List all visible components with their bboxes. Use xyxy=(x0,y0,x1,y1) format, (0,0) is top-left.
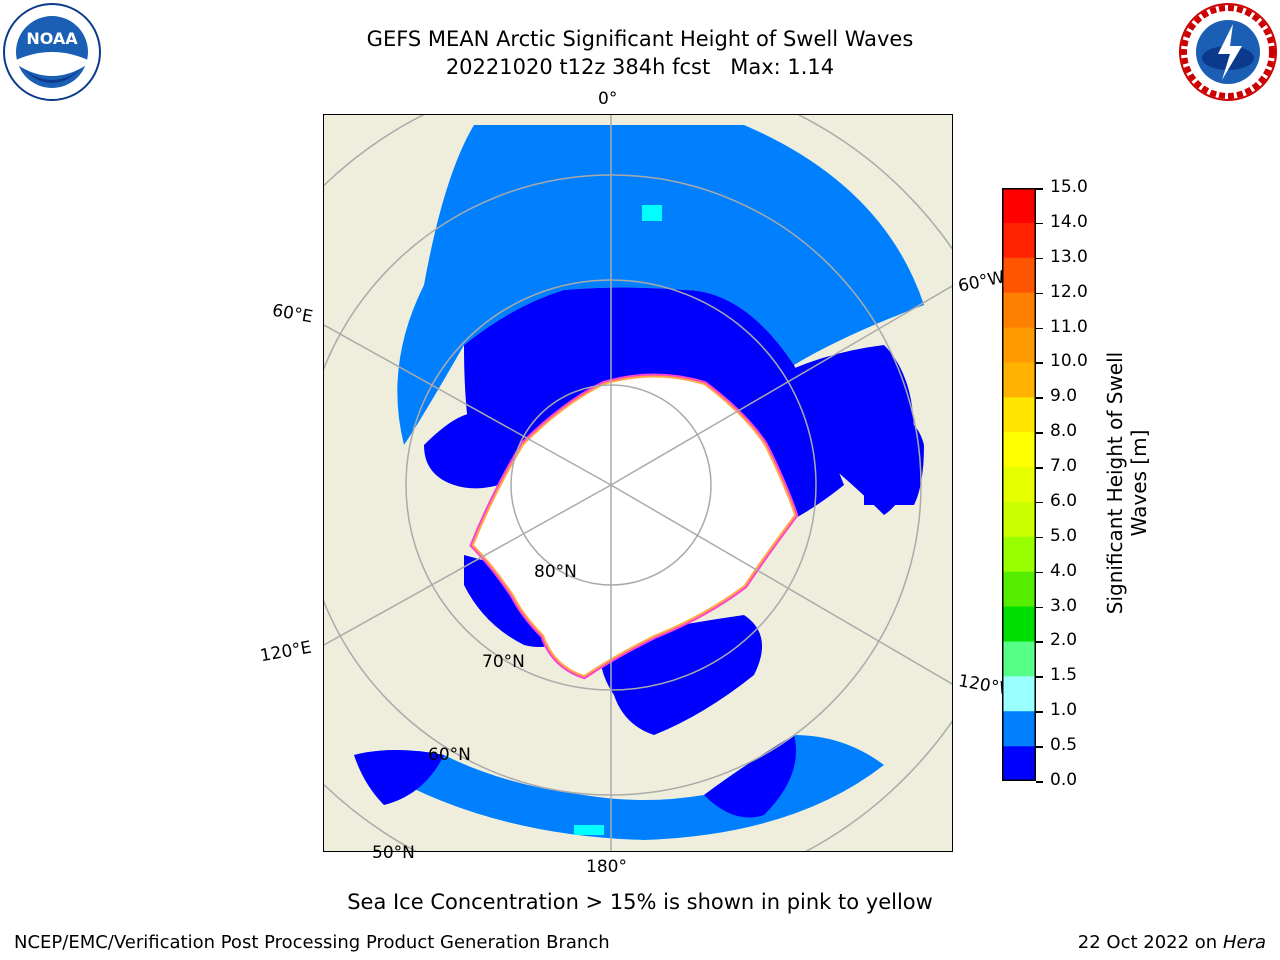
caption: Sea Ice Concentration > 15% is shown in … xyxy=(347,890,933,914)
colorbar-band xyxy=(1002,292,1036,329)
colorbar-tick-label: 6.0 xyxy=(1050,490,1078,511)
colorbar xyxy=(1002,188,1036,782)
colorbar-tick-mark xyxy=(1036,327,1043,330)
colorbar-tick-label: 4.0 xyxy=(1050,560,1078,581)
colorbar-tick-mark xyxy=(1036,432,1043,434)
colorbar-tick-mark xyxy=(1036,781,1043,783)
chart-title: GEFS MEAN Arctic Significant Height of S… xyxy=(366,27,914,51)
colorbar-label: Significant Height of Swell Waves [m] xyxy=(1103,351,1151,615)
colorbar-tick-label: 0.0 xyxy=(1050,770,1078,790)
colorbar-tick-label: 3.0 xyxy=(1050,595,1078,616)
graticule xyxy=(324,115,952,851)
colorbar-band xyxy=(1002,501,1036,538)
colorbar-tick-label: 2.0 xyxy=(1050,630,1078,651)
footer-date-text: 22 Oct 2022 on xyxy=(1077,932,1223,953)
footer-machine: Hera xyxy=(1222,932,1266,953)
parallel-label-70n: 70°N xyxy=(482,652,525,672)
colorbar-tick-label: 12.0 xyxy=(1050,281,1088,302)
colorbar-tick-mark xyxy=(1036,188,1043,190)
colorbar-tick-mark xyxy=(1036,676,1043,678)
colorbar-band xyxy=(1002,362,1036,398)
footer-credit: NCEP/EMC/Verification Post Processing Pr… xyxy=(14,932,610,953)
colorbar-tick-label: 7.0 xyxy=(1050,456,1078,477)
colorbar-band xyxy=(1002,327,1036,363)
colorbar-tick-mark xyxy=(1036,711,1043,713)
colorbar-band xyxy=(1002,222,1036,259)
meridian-label-60w: 60°W xyxy=(956,267,1007,297)
colorbar-tick-label: 15.0 xyxy=(1050,177,1088,197)
polar-map xyxy=(323,114,953,852)
colorbar-band xyxy=(1002,188,1036,224)
map-svg xyxy=(324,115,952,851)
colorbar-tick-mark xyxy=(1036,606,1043,609)
footer-date: 22 Oct 2022 on Hera xyxy=(1078,932,1266,953)
colorbar-tick-mark xyxy=(1036,362,1043,364)
noaa-logo: NOAA xyxy=(2,2,102,102)
sea-ice-area xyxy=(469,373,799,680)
chart-subtitle: 20221020 t12z 384h fcst Max: 1.14 xyxy=(445,55,835,79)
colorbar-band xyxy=(1002,397,1036,433)
colorbar-tick-mark xyxy=(1036,501,1043,504)
colorbar-tick-mark xyxy=(1036,746,1043,748)
colorbar-tick-mark xyxy=(1036,222,1043,225)
colorbar-tick-mark xyxy=(1036,467,1043,469)
colorbar-tick-mark xyxy=(1036,397,1043,399)
colorbar-band xyxy=(1002,571,1036,608)
meridian-label-0: 0° xyxy=(598,89,618,109)
colorbar-tick-mark xyxy=(1036,571,1043,574)
colorbar-band xyxy=(1002,606,1036,642)
colorbar-tick-mark xyxy=(1036,641,1043,643)
colorbar-tick-label: 14.0 xyxy=(1050,211,1088,232)
parallel-label-80n: 80°N xyxy=(534,562,577,582)
nws-logo xyxy=(1178,2,1278,102)
colorbar-tick-label: 5.0 xyxy=(1050,525,1078,546)
colorbar-tick-label: 1.0 xyxy=(1050,700,1078,721)
parallel-label-60n: 60°N xyxy=(428,745,471,765)
parallel-label-50n: 50°N xyxy=(372,843,415,863)
colorbar-bands xyxy=(1002,188,1036,782)
colorbar-band xyxy=(1002,257,1036,294)
colorbar-tick-mark xyxy=(1036,292,1043,295)
colorbar-band xyxy=(1002,467,1036,503)
svg-text:NOAA: NOAA xyxy=(26,29,78,48)
meridian-label-180: 180° xyxy=(586,857,627,877)
colorbar-tick-label: 0.5 xyxy=(1050,735,1078,756)
colorbar-tick-label: 8.0 xyxy=(1050,421,1078,442)
colorbar-band xyxy=(1002,432,1036,468)
colorbar-band xyxy=(1002,536,1036,573)
colorbar-tick-mark xyxy=(1036,257,1043,260)
colorbar-tick-label: 10.0 xyxy=(1050,351,1088,372)
colorbar-band xyxy=(1002,641,1036,677)
colorbar-ticks: 15.0 14.0 13.0 12.0 11.0 10.0 9.0 8.0 7.0 6.0 5.0 4… xyxy=(1036,177,1100,790)
colorbar-tick-label: 9.0 xyxy=(1050,386,1078,407)
colorbar-tick-label: 13.0 xyxy=(1050,246,1088,267)
meridian-label-60e: 60°E xyxy=(270,300,315,328)
colorbar-tick-label: 1.5 xyxy=(1050,665,1078,686)
meridian-label-120e: 120°E xyxy=(258,637,314,667)
colorbar-tick-mark xyxy=(1036,536,1043,539)
colorbar-band xyxy=(1002,676,1036,712)
colorbar-tick-label: 11.0 xyxy=(1050,316,1088,337)
